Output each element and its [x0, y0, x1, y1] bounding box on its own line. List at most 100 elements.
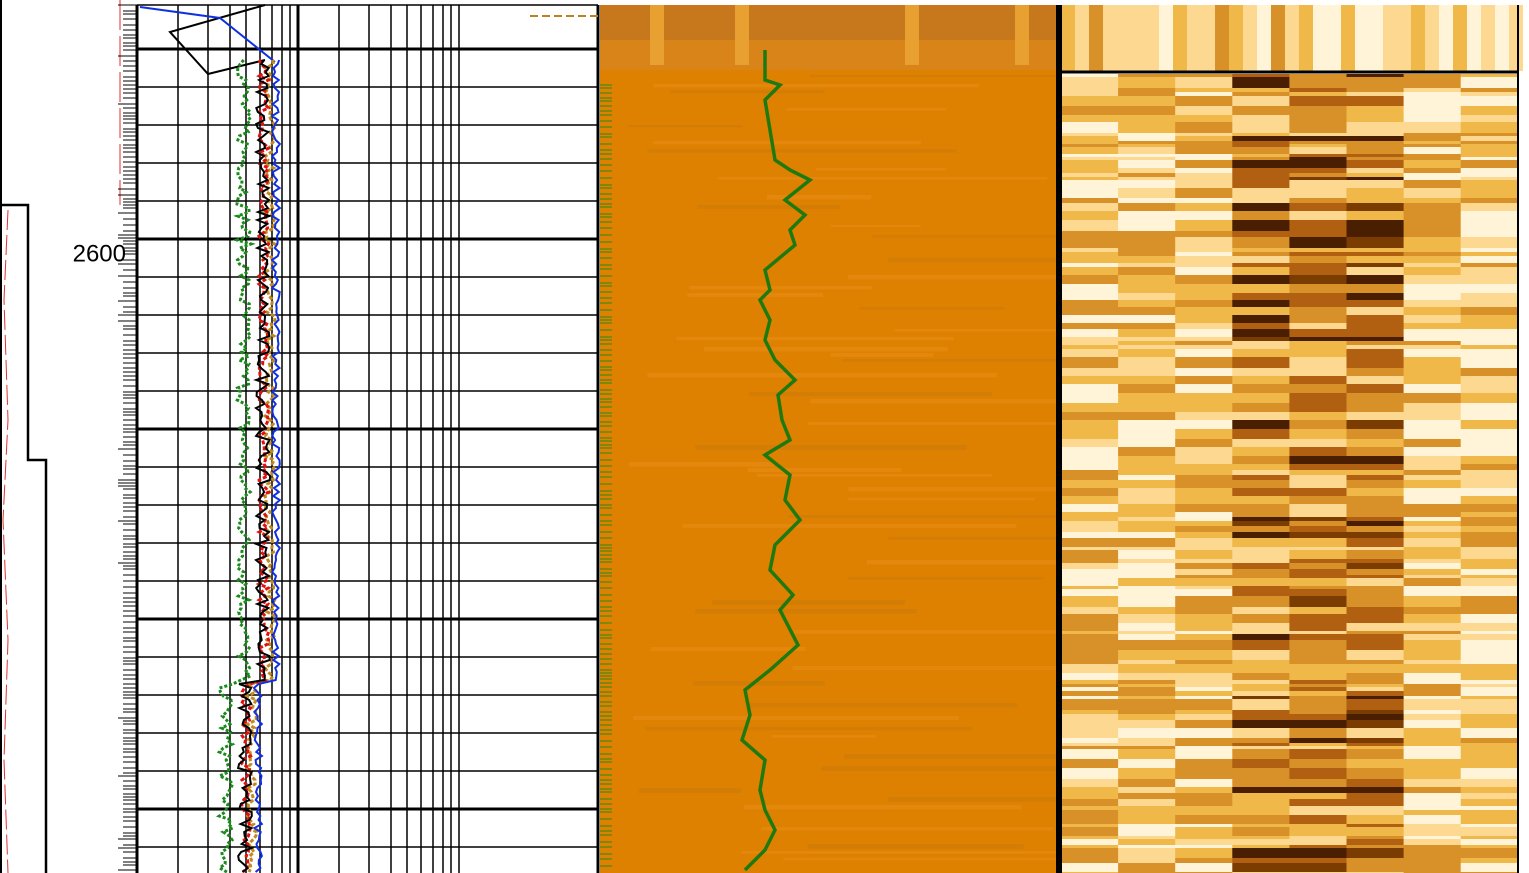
image-cell	[1175, 198, 1233, 203]
image-cell	[1346, 376, 1405, 384]
image-cell	[1346, 738, 1405, 743]
image-cell	[1460, 173, 1519, 177]
image-streak	[695, 609, 917, 614]
image-cell	[1460, 827, 1519, 836]
image-cell	[1289, 168, 1347, 173]
image-cell	[1289, 863, 1347, 872]
image-cell	[1061, 710, 1119, 714]
image-cell	[1460, 589, 1519, 596]
image-cell	[1403, 550, 1462, 559]
image-cell	[1403, 586, 1462, 589]
image-cell	[1243, 5, 1257, 71]
image-cell	[1403, 749, 1462, 759]
image-cell	[1118, 691, 1176, 696]
image-cell	[1299, 5, 1313, 71]
image-cell	[1289, 759, 1347, 768]
image-cell	[1346, 512, 1405, 517]
image-cell	[1460, 237, 1519, 248]
image-cell	[1403, 220, 1462, 231]
image-cell	[1460, 488, 1519, 496]
image-cell	[1346, 640, 1405, 650]
image-streak	[717, 177, 1048, 180]
image-cell	[1232, 256, 1290, 263]
image-cell	[1175, 563, 1233, 569]
image-cell	[1346, 329, 1405, 337]
image-cell	[1118, 345, 1176, 349]
image-cell	[1175, 177, 1233, 180]
depth-label: 2600	[73, 240, 126, 267]
image-cell	[1175, 743, 1233, 746]
image-cell	[1061, 728, 1119, 738]
image-cell	[1460, 691, 1519, 696]
image-cell	[1403, 211, 1462, 220]
image-cell	[1061, 92, 1119, 96]
image-cell	[1118, 684, 1176, 687]
image-cell	[1289, 136, 1347, 141]
image-cell	[1397, 5, 1411, 71]
image-cell	[1118, 680, 1176, 684]
curve	[236, 59, 273, 873]
image-cell	[1175, 248, 1233, 252]
image-cell	[1232, 547, 1290, 550]
image-cell	[1460, 634, 1519, 640]
image-cell	[1403, 779, 1462, 787]
image-cell	[1289, 793, 1347, 799]
image-cell	[1403, 267, 1462, 275]
image-cell	[1403, 596, 1462, 607]
image-cell	[1118, 614, 1176, 623]
image-cell	[1118, 517, 1176, 521]
image-cell	[1175, 220, 1233, 231]
image-streak	[687, 293, 824, 298]
image-cell	[1232, 220, 1290, 231]
image-cell	[1175, 614, 1233, 623]
image-cell	[1175, 147, 1233, 154]
image-cell	[1201, 5, 1215, 71]
image-cell	[1232, 393, 1290, 403]
image-cell	[1061, 623, 1119, 631]
image-cell	[1460, 684, 1519, 687]
image-cell	[1403, 720, 1462, 728]
image-cell	[1289, 293, 1347, 300]
image-cell	[1346, 759, 1405, 768]
image-cell	[1289, 550, 1347, 559]
image-cell	[1118, 198, 1176, 203]
image-cell	[1118, 596, 1176, 607]
image-cell	[1403, 315, 1462, 323]
image-cell	[1232, 439, 1290, 447]
image-cell	[1289, 836, 1347, 839]
image-cell	[1232, 323, 1290, 329]
image-cell	[1346, 220, 1405, 231]
image-cell	[1061, 329, 1119, 337]
image-cell	[1118, 393, 1176, 403]
image-cell	[1403, 810, 1462, 815]
image-cell	[1403, 634, 1462, 640]
image-cell	[1289, 256, 1347, 263]
image-cell	[1118, 575, 1176, 578]
image-cell	[1289, 496, 1347, 504]
image-cell	[1061, 393, 1119, 403]
image-cell	[1232, 696, 1290, 699]
image-cell	[1175, 403, 1233, 412]
image-cell	[1061, 496, 1119, 504]
image-cell	[1118, 384, 1176, 393]
image-cell	[1355, 5, 1369, 71]
image-cell	[1289, 660, 1347, 664]
image-cell	[1175, 293, 1233, 300]
image-cell	[1403, 77, 1462, 88]
image-cell	[1289, 480, 1347, 488]
image-cell	[1061, 168, 1119, 173]
image-cell	[1403, 160, 1462, 168]
image-cell	[1289, 237, 1347, 248]
image-cell	[1232, 746, 1290, 749]
image-cell	[1232, 231, 1290, 237]
image-cell	[1118, 559, 1176, 563]
image-cell	[1089, 5, 1103, 71]
image-cell	[1346, 447, 1405, 456]
image-cell	[1403, 154, 1462, 157]
image-cell	[1289, 384, 1347, 393]
image-cell	[1061, 504, 1119, 512]
image-cell	[1232, 368, 1290, 376]
image-cell	[1175, 559, 1233, 563]
image-cell	[1289, 559, 1347, 563]
image-cell	[1232, 403, 1290, 412]
